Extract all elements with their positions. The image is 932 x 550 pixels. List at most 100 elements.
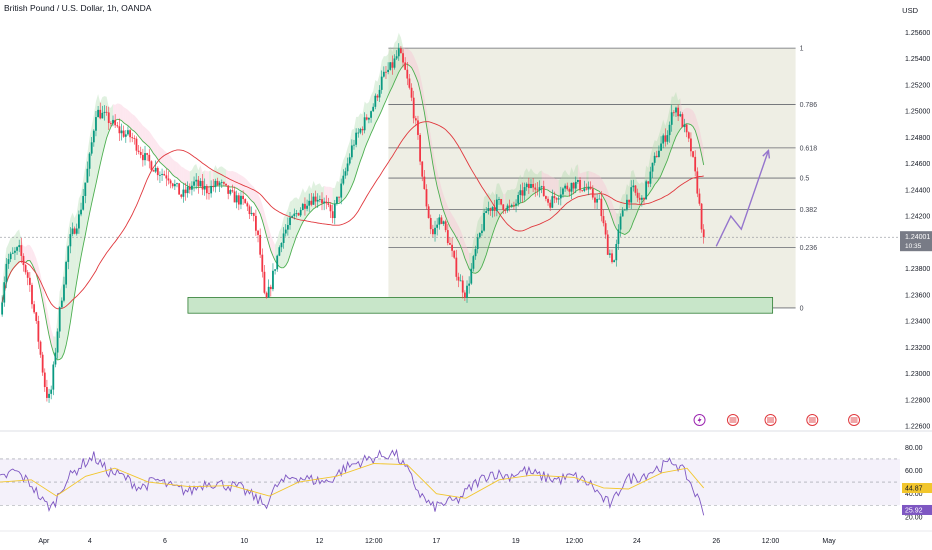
candle-body: [523, 187, 526, 196]
candle-body: [261, 254, 264, 272]
cloud-segment: [113, 104, 116, 123]
candle-body: [604, 223, 607, 235]
time-axis[interactable]: Apr 4 6 10 12 12:00 17 19 12:00 24 26 12:00 May: [0, 530, 932, 545]
candle-body: [583, 188, 586, 191]
candle-body: [31, 284, 33, 305]
candle-body: [97, 109, 99, 118]
candle-body: [78, 214, 80, 229]
candle-body: [276, 255, 279, 270]
cloud-segment: [375, 79, 378, 124]
projection-arrow[interactable]: [715, 148, 771, 247]
cloud-segment: [93, 101, 96, 194]
candle-body: [636, 192, 639, 198]
price-tick-label: 1.23400: [905, 319, 930, 326]
candle-body: [596, 198, 598, 203]
candle-body: [662, 135, 665, 144]
cloud-segment: [353, 116, 357, 181]
cloud-segment: [479, 214, 482, 271]
candle-body: [472, 256, 475, 269]
cloud-segment: [72, 212, 75, 308]
candle-body: [246, 203, 249, 207]
cloud-segment: [102, 96, 105, 155]
cloud-segment: [294, 197, 297, 243]
candle-body: [470, 268, 473, 284]
candle-body: [216, 180, 219, 185]
cloud-segment: [176, 162, 180, 180]
price-tick-label: 1.24800: [905, 135, 930, 142]
candle-body: [587, 186, 590, 190]
cloud-segment: [699, 129, 702, 155]
candle-body: [218, 182, 221, 185]
candle-body: [235, 195, 238, 203]
candle-body: [46, 387, 48, 398]
fibonacci-retracement[interactable]: 1 0.786 0.618 0.5 0.382 0.236 0: [388, 46, 817, 313]
candle-body: [295, 213, 298, 214]
cloud-segment: [509, 189, 512, 207]
candle-body: [248, 206, 251, 215]
candle-body: [660, 143, 662, 151]
candle-body: [534, 187, 537, 190]
cloud-segment: [603, 181, 606, 202]
candle-body: [284, 229, 287, 234]
candle-body: [406, 69, 409, 79]
candle-body: [694, 156, 697, 172]
countdown-label: 10:35: [905, 243, 922, 250]
candle-body: [289, 217, 291, 226]
candle-body: [572, 182, 575, 189]
projection-arrow-head[interactable]: [762, 148, 771, 159]
candle-body: [545, 196, 547, 199]
cloud-segment: [162, 148, 165, 167]
candle-body: [692, 151, 694, 157]
cloud-segment: [347, 141, 350, 195]
cloud-segment: [688, 108, 691, 125]
price-axis[interactable]: 1.25600 1.25400 1.25200 1.25000 1.24800 1.246…: [0, 30, 932, 431]
cloud-segment: [541, 170, 544, 189]
cloud-segment: [614, 208, 617, 229]
cloud-segment: [240, 175, 244, 193]
candle-body: [655, 155, 658, 158]
support-zone[interactable]: [187, 297, 774, 314]
time-tick-label: 24: [633, 538, 641, 545]
rsi-pane[interactable]: [0, 430, 932, 516]
candle-body: [122, 130, 125, 137]
cloud-segment: [558, 178, 561, 197]
cloud-segment: [155, 140, 158, 160]
cloud-segment: [330, 186, 333, 204]
candle-body: [530, 183, 532, 189]
candle-body: [11, 252, 14, 254]
cloud-segment: [238, 174, 241, 192]
event-markers[interactable]: [693, 414, 861, 426]
price-tick-label: 1.23800: [905, 266, 930, 273]
candle-body: [237, 195, 240, 205]
cloud-segment: [298, 194, 301, 232]
cloud-segment: [185, 169, 188, 186]
candle-body: [478, 233, 481, 238]
cloud-segment: [179, 164, 182, 183]
candle-body: [186, 186, 189, 194]
cloud-segment: [307, 185, 310, 217]
cloud-segment: [142, 125, 146, 144]
support-zone-rect[interactable]: [187, 297, 774, 314]
candle-body: [562, 188, 564, 195]
candle-body: [291, 216, 294, 218]
price-tick-label: 1.24600: [905, 161, 930, 168]
candle-body: [451, 244, 453, 251]
cloud-segment: [272, 240, 276, 261]
candle-body: [227, 185, 230, 194]
cloud-segment: [693, 110, 696, 131]
cloud-segment: [362, 101, 365, 156]
candle-body: [400, 48, 402, 54]
cloud-segment: [661, 119, 664, 176]
rsi-axis[interactable]: 80.00 60.00 40.00 20.00 44.87 25.92: [902, 445, 932, 522]
candle-body: [570, 182, 573, 192]
cloud-segment: [296, 197, 299, 237]
rsi-tick-label: 60.00: [905, 468, 923, 475]
candle-body: [672, 112, 675, 114]
projection-arrow-line[interactable]: [715, 150, 770, 247]
cloud-segment: [556, 179, 559, 196]
candle-body: [297, 213, 300, 216]
candle-body: [412, 97, 415, 119]
cloud-segment: [366, 102, 369, 144]
candlesticks: [1, 43, 705, 403]
